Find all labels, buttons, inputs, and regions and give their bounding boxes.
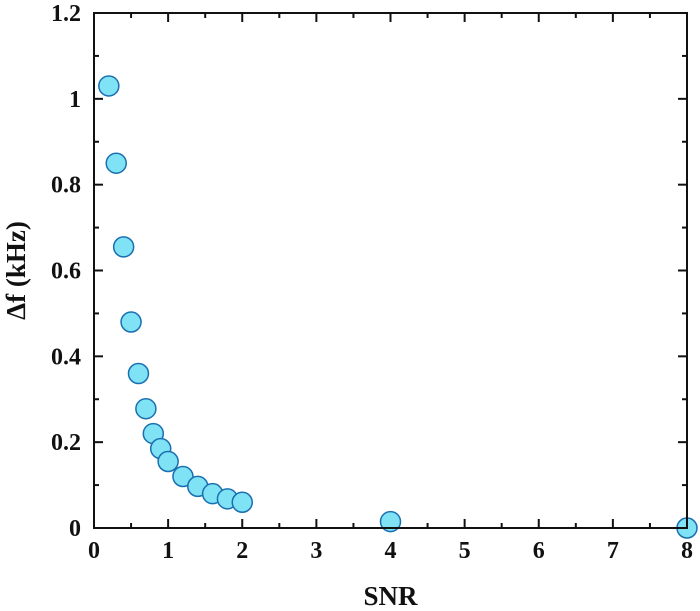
data-point xyxy=(127,362,150,385)
x-tick-label: 0 xyxy=(88,538,100,564)
labels-layer: 0 1 2 3 4 5 6 7 8 0 0.2 0.4 0.6 0.8 1 1.2 xyxy=(51,1,693,564)
x-tick-label: 5 xyxy=(459,538,471,564)
data-point xyxy=(172,465,194,488)
data-point xyxy=(379,510,402,533)
y-tick-label: 1 xyxy=(69,87,81,113)
ticks-layer xyxy=(93,12,688,529)
data-point xyxy=(231,491,253,513)
y-tick-label: 0.6 xyxy=(51,259,81,285)
data-point xyxy=(157,450,179,473)
plot-frame xyxy=(93,12,688,529)
data-point xyxy=(120,311,142,333)
y-tick-label: 0.4 xyxy=(51,344,81,370)
y-tick-label: 1.2 xyxy=(51,1,81,27)
data-point xyxy=(135,397,157,420)
data-point xyxy=(105,152,127,174)
x-axis-title: SNR xyxy=(363,581,418,611)
x-tick-label: 7 xyxy=(607,538,619,564)
x-tick-label: 8 xyxy=(681,538,693,564)
x-tick-label: 4 xyxy=(385,538,397,564)
x-tick-label: 6 xyxy=(533,538,545,564)
y-tick-label: 0.8 xyxy=(51,173,81,199)
y-axis-title: Δf (kHz) xyxy=(1,221,31,320)
x-tick-label: 3 xyxy=(310,538,322,564)
points-layer xyxy=(98,75,698,539)
x-tick-label: 1 xyxy=(162,538,174,564)
x-tick-label: 2 xyxy=(236,538,248,564)
data-point xyxy=(112,236,135,258)
data-point xyxy=(98,75,120,97)
y-tick-label: 0 xyxy=(69,516,81,542)
y-tick-label: 0.2 xyxy=(51,430,81,456)
